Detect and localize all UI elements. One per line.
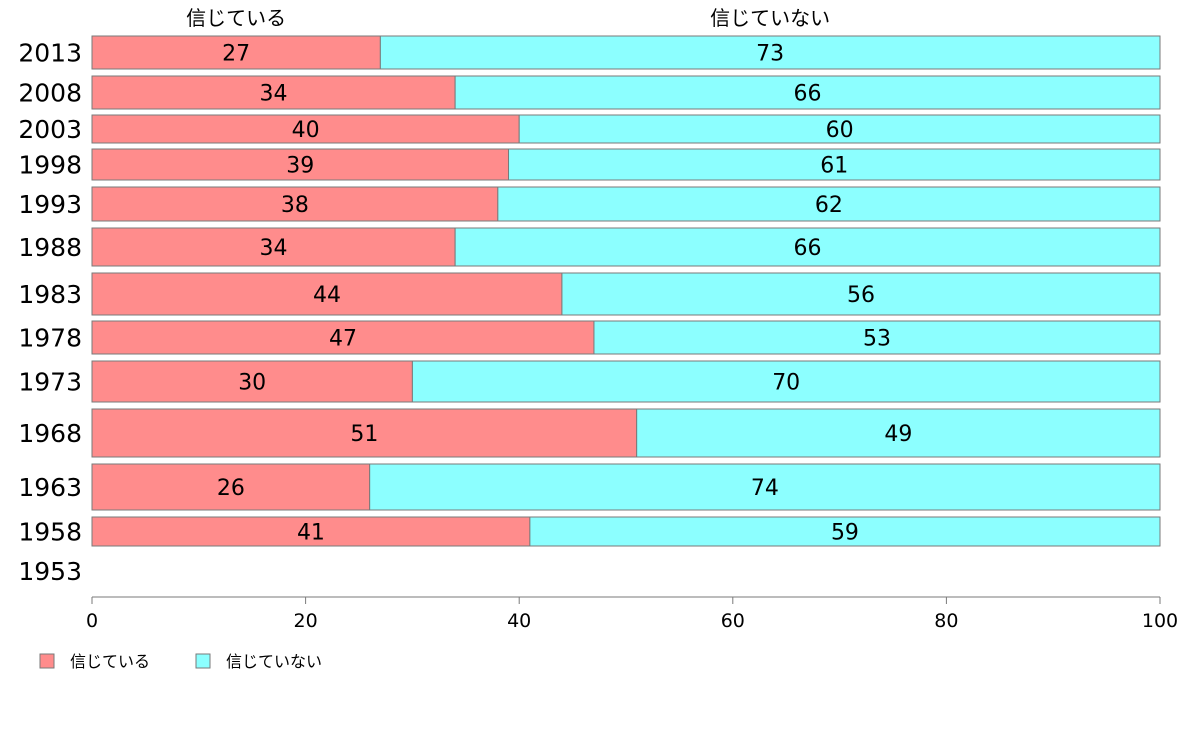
data-label-1998-series-1: 39	[286, 154, 314, 179]
data-label-1988-series-1: 34	[260, 236, 288, 261]
y-label-1973: 1973	[18, 368, 82, 397]
bar-1968-series-1	[91, 408, 638, 458]
y-label-1958: 1958	[18, 518, 82, 547]
data-label-1978-series-1: 47	[329, 327, 357, 352]
bar-2008-series-1	[91, 75, 456, 110]
bars: 27 73 34 66 40 60 39 61 38 62 34 66 44 56 47 53 30 70 51 49…	[91, 35, 1161, 547]
y-label-1978: 1978	[18, 324, 82, 353]
bar-1988-series-2	[454, 227, 1161, 267]
bar-2003-series-2	[518, 114, 1161, 144]
y-label-1968: 1968	[18, 419, 82, 448]
x-tick-label-60: 60	[721, 610, 745, 632]
bar-2013-series-2	[379, 35, 1161, 70]
legend-swatch-2	[195, 653, 211, 669]
bar-1993-series-1	[91, 186, 499, 222]
data-label-1993-series-1: 38	[281, 193, 309, 218]
bar-1963-series-2	[369, 463, 1161, 511]
data-label-2008-series-1: 34	[260, 82, 288, 107]
y-label-2003: 2003	[18, 115, 82, 144]
bar-1983-series-1	[91, 272, 563, 316]
bar-1993-series-2	[497, 186, 1161, 222]
legend: 信じている 信じていない	[39, 652, 322, 671]
bar-2003-series-1	[91, 114, 520, 144]
bar-1998-series-1	[91, 148, 510, 181]
data-label-2003-series-1: 40	[292, 118, 320, 143]
data-label-2013-series-2: 73	[756, 42, 784, 67]
y-label-1998: 1998	[18, 151, 82, 180]
legend-swatch-1	[39, 653, 55, 669]
x-axis: 0 20 40 60 80 100	[86, 596, 1178, 632]
data-label-2013-series-1: 27	[222, 42, 250, 67]
x-tick-label-40: 40	[507, 610, 531, 632]
x-tick-label-80: 80	[934, 610, 958, 632]
bar-1978-series-2	[593, 320, 1161, 355]
data-label-1968-series-1: 51	[350, 422, 378, 447]
legend-label-2: 信じていない	[226, 652, 322, 671]
y-label-2008: 2008	[18, 79, 82, 108]
data-label-1958-series-1: 41	[297, 521, 325, 546]
data-label-1998-series-2: 61	[820, 154, 848, 179]
bar-1973-series-1	[91, 360, 413, 403]
data-label-1963-series-2: 74	[751, 476, 779, 501]
y-label-2013: 2013	[18, 39, 82, 68]
bar-1958-series-1	[91, 516, 531, 547]
data-label-1983-series-2: 56	[847, 283, 875, 308]
data-label-1958-series-2: 59	[831, 521, 859, 546]
bar-1963-series-1	[91, 463, 371, 511]
x-tick-label-0: 0	[86, 610, 98, 632]
bar-1998-series-2	[508, 148, 1161, 181]
x-tick-label-20: 20	[294, 610, 318, 632]
y-axis-labels: 2013 2008 2003 1998 1993 1988 1983 1978 1973 1968…	[18, 39, 82, 587]
data-label-1978-series-2: 53	[863, 327, 891, 352]
bar-2013-series-1	[91, 35, 381, 70]
data-label-1963-series-1: 26	[217, 476, 245, 501]
data-label-1973-series-2: 70	[772, 371, 800, 396]
y-label-1983: 1983	[18, 280, 82, 309]
data-label-2008-series-2: 66	[794, 82, 822, 107]
column-header-1: 信じている	[186, 6, 286, 30]
bar-2008-series-2	[454, 75, 1161, 110]
x-tick-label-100: 100	[1142, 610, 1178, 632]
data-label-1968-series-2: 49	[884, 422, 912, 447]
y-label-1993: 1993	[18, 190, 82, 219]
column-header-2: 信じていない	[710, 6, 830, 30]
y-label-1988: 1988	[18, 233, 82, 262]
column-headers: 信じている 信じていない	[186, 6, 830, 30]
y-label-1963: 1963	[18, 473, 82, 502]
bar-1968-series-2	[636, 408, 1161, 458]
data-label-1973-series-1: 30	[238, 371, 266, 396]
data-label-1983-series-1: 44	[313, 283, 341, 308]
bar-1958-series-2	[529, 516, 1161, 547]
data-label-2003-series-2: 60	[826, 118, 854, 143]
bar-1973-series-2	[411, 360, 1161, 403]
legend-label-1: 信じている	[70, 652, 150, 671]
data-label-1988-series-2: 66	[794, 236, 822, 261]
bar-1983-series-2	[561, 272, 1161, 316]
y-label-1953: 1953	[18, 557, 82, 586]
data-label-1993-series-2: 62	[815, 193, 843, 218]
